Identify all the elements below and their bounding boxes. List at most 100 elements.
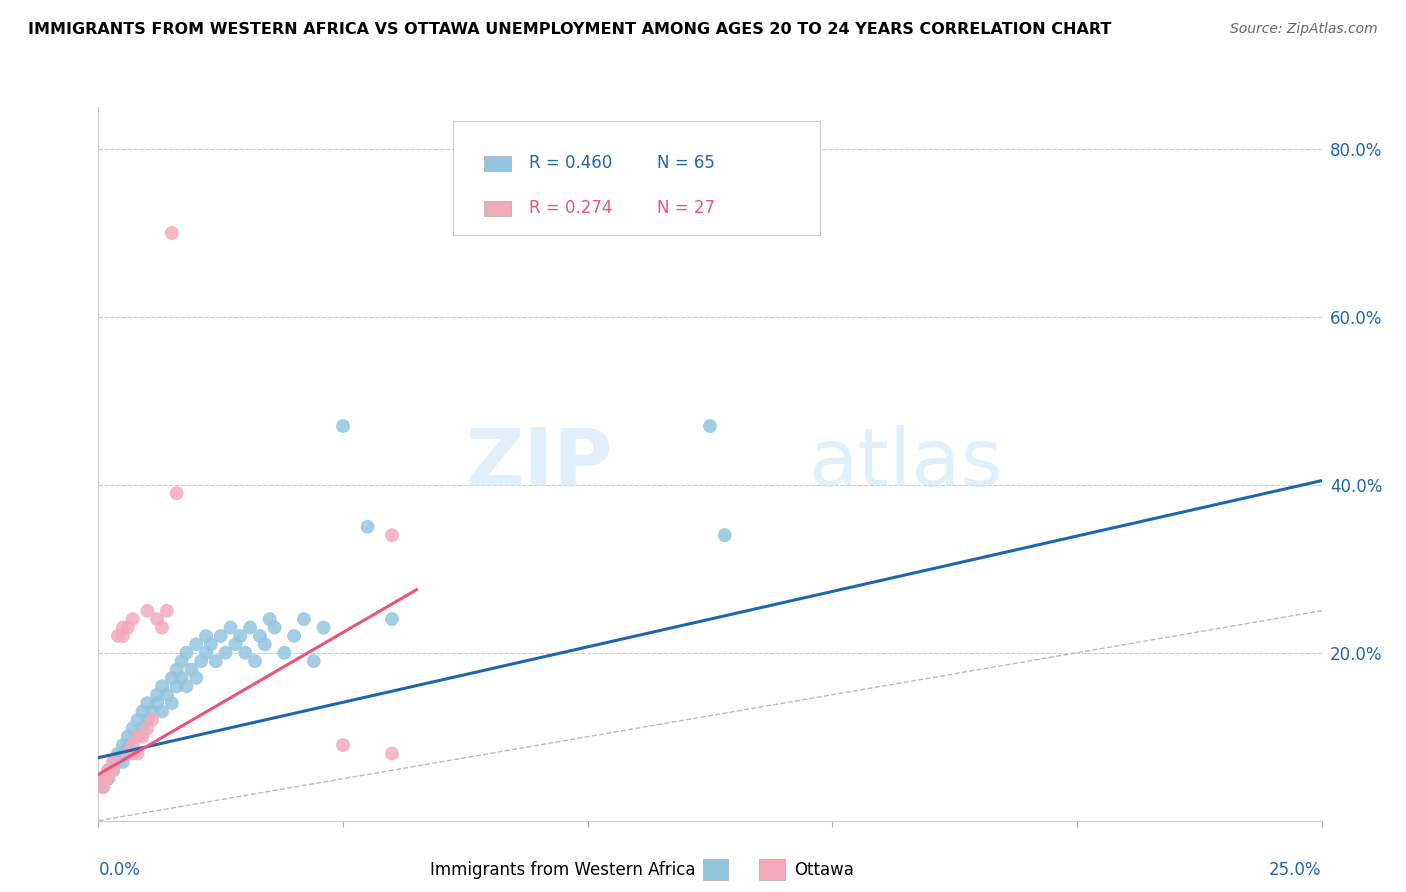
Point <box>121 738 143 752</box>
Point <box>117 730 139 744</box>
Point <box>302 654 325 668</box>
Point <box>131 705 153 719</box>
Point <box>283 629 305 643</box>
Point <box>229 629 252 643</box>
Point <box>107 755 129 769</box>
Point <box>381 747 404 761</box>
Text: R = 0.274: R = 0.274 <box>529 200 613 218</box>
Point <box>699 419 721 434</box>
Point <box>127 713 149 727</box>
Text: IMMIGRANTS FROM WESTERN AFRICA VS OTTAWA UNEMPLOYMENT AMONG AGES 20 TO 24 YEARS : IMMIGRANTS FROM WESTERN AFRICA VS OTTAWA… <box>28 22 1112 37</box>
FancyBboxPatch shape <box>484 155 510 171</box>
Point <box>219 621 242 635</box>
Point <box>195 646 218 660</box>
Point <box>136 696 159 710</box>
Point <box>101 764 124 778</box>
Point <box>127 730 149 744</box>
Point <box>160 696 183 710</box>
Point <box>111 629 134 643</box>
Point <box>263 621 285 635</box>
Point <box>91 780 114 794</box>
Point <box>136 721 159 735</box>
Point <box>170 671 193 685</box>
Point <box>97 772 120 786</box>
Text: Immigrants from Western Africa: Immigrants from Western Africa <box>430 861 696 879</box>
Point <box>156 688 179 702</box>
Point <box>127 730 149 744</box>
Point <box>146 688 169 702</box>
Point <box>111 755 134 769</box>
Point <box>97 772 120 786</box>
Text: Ottawa: Ottawa <box>794 861 855 879</box>
Point <box>176 646 198 660</box>
Point <box>150 705 173 719</box>
FancyBboxPatch shape <box>453 121 820 235</box>
Point <box>121 721 143 735</box>
Point <box>166 663 188 677</box>
Text: 0.0%: 0.0% <box>98 861 141 879</box>
Point <box>200 637 222 651</box>
Point <box>205 654 228 668</box>
Point <box>381 612 404 626</box>
Point <box>97 764 120 778</box>
Point <box>195 629 218 643</box>
Point <box>91 772 114 786</box>
Text: Source: ZipAtlas.com: Source: ZipAtlas.com <box>1230 22 1378 37</box>
Point <box>136 604 159 618</box>
Point <box>243 654 266 668</box>
Point <box>111 621 134 635</box>
Point <box>136 713 159 727</box>
Text: N = 65: N = 65 <box>658 154 716 172</box>
Point <box>107 747 129 761</box>
Point <box>239 621 262 635</box>
Point <box>332 738 354 752</box>
Point <box>91 780 114 794</box>
Point <box>713 528 735 542</box>
Text: atlas: atlas <box>808 425 1002 503</box>
Point <box>166 679 188 693</box>
Point <box>312 621 335 635</box>
Point <box>209 629 232 643</box>
Point <box>259 612 281 626</box>
Point <box>131 730 153 744</box>
Point <box>101 755 124 769</box>
Point <box>121 747 143 761</box>
Point <box>170 654 193 668</box>
Point <box>292 612 315 626</box>
Point <box>186 671 208 685</box>
Point <box>356 520 378 534</box>
Point <box>224 637 246 651</box>
Point <box>117 621 139 635</box>
Point <box>190 654 212 668</box>
Point <box>127 747 149 761</box>
Point <box>156 604 179 618</box>
Point <box>141 705 163 719</box>
Point <box>273 646 295 660</box>
Point <box>150 679 173 693</box>
Point <box>101 755 124 769</box>
Point <box>214 646 236 660</box>
Point <box>146 612 169 626</box>
Point <box>111 747 134 761</box>
Point <box>176 679 198 693</box>
Point <box>117 738 139 752</box>
Point <box>160 226 183 240</box>
Point <box>146 696 169 710</box>
FancyBboxPatch shape <box>484 201 510 216</box>
Point <box>186 637 208 651</box>
Text: R = 0.460: R = 0.460 <box>529 154 612 172</box>
Point <box>101 764 124 778</box>
Point <box>332 419 354 434</box>
Point <box>121 612 143 626</box>
Point <box>111 738 134 752</box>
Point <box>97 764 120 778</box>
Point <box>141 713 163 727</box>
Point <box>150 621 173 635</box>
Point <box>180 663 202 677</box>
Text: N = 27: N = 27 <box>658 200 716 218</box>
Text: 25.0%: 25.0% <box>1270 861 1322 879</box>
Point <box>381 528 404 542</box>
Point <box>91 772 114 786</box>
Point <box>233 646 256 660</box>
Point <box>249 629 271 643</box>
